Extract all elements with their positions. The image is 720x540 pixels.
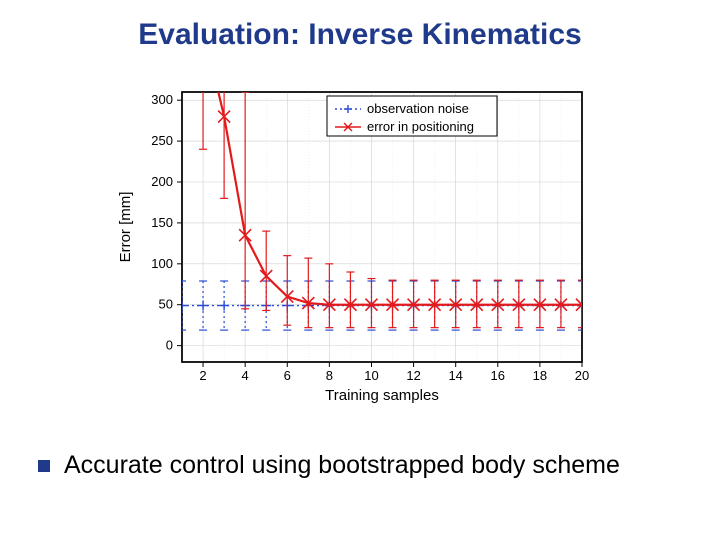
svg-text:150: 150 (151, 215, 173, 230)
bullet-text: Accurate control using bootstrapped body… (64, 450, 620, 481)
bullet-icon (38, 460, 50, 472)
svg-text:20: 20 (575, 368, 589, 383)
svg-text:200: 200 (151, 174, 173, 189)
svg-text:2: 2 (199, 368, 206, 383)
svg-text:300: 300 (151, 92, 173, 107)
svg-text:Error [mm]: Error [mm] (117, 192, 134, 263)
bullet-row: Accurate control using bootstrapped body… (38, 450, 698, 481)
svg-text:16: 16 (491, 368, 505, 383)
svg-text:Training samples: Training samples (325, 387, 439, 404)
svg-text:observation noise: observation noise (367, 101, 469, 116)
svg-text:250: 250 (151, 133, 173, 148)
svg-text:10: 10 (364, 368, 378, 383)
error-chart: 2468101214161820050100150200250300Traini… (100, 80, 620, 420)
svg-text:0: 0 (166, 338, 173, 353)
svg-text:100: 100 (151, 256, 173, 271)
chart-container: 2468101214161820050100150200250300Traini… (100, 80, 620, 420)
svg-text:50: 50 (159, 297, 173, 312)
svg-text:12: 12 (406, 368, 420, 383)
svg-text:6: 6 (284, 368, 291, 383)
slide-title: Evaluation: Inverse Kinematics (0, 18, 720, 52)
svg-text:18: 18 (533, 368, 547, 383)
svg-text:4: 4 (242, 368, 249, 383)
svg-text:error in positioning: error in positioning (367, 119, 474, 134)
svg-text:14: 14 (448, 368, 462, 383)
svg-text:8: 8 (326, 368, 333, 383)
